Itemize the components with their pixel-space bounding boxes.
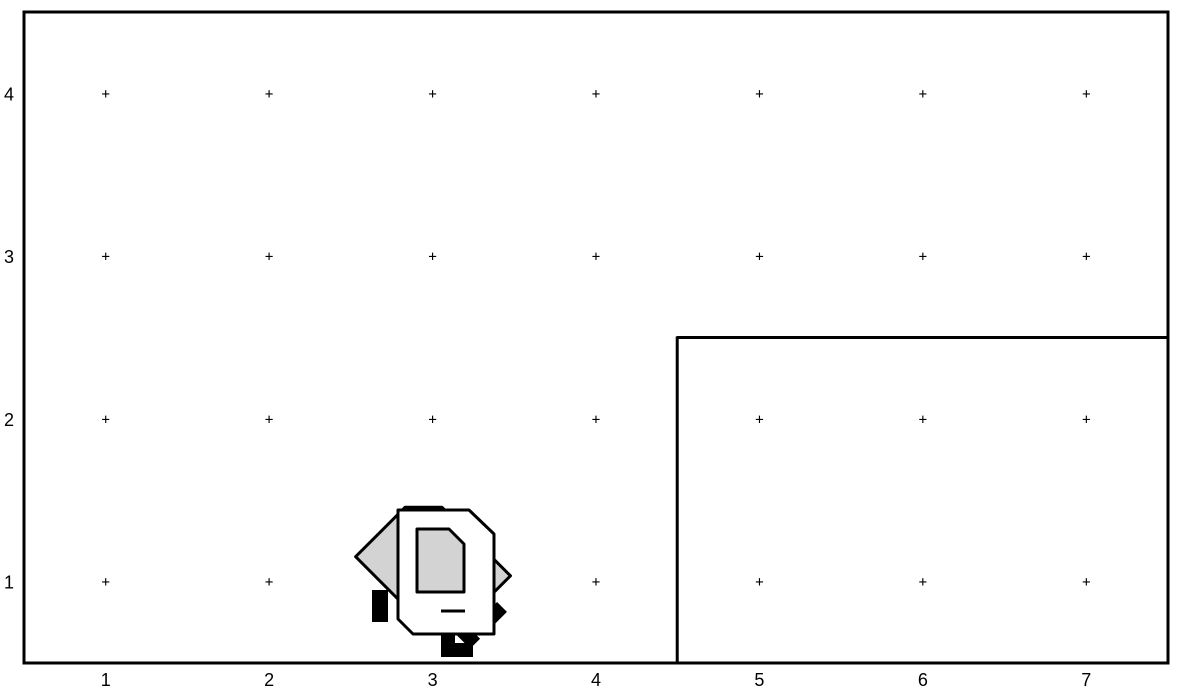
x-axis-label: 7 bbox=[1081, 670, 1091, 690]
corner-marker: + bbox=[755, 249, 763, 265]
corner-marker: + bbox=[592, 575, 600, 591]
corner-marker: + bbox=[101, 412, 109, 428]
corner-marker: + bbox=[101, 86, 109, 102]
corner-marker: + bbox=[428, 249, 436, 265]
x-axis-label: 6 bbox=[918, 670, 928, 690]
corner-marker: + bbox=[592, 86, 600, 102]
corner-marker: + bbox=[592, 412, 600, 428]
x-axis-label: 1 bbox=[101, 670, 111, 690]
corner-marker: + bbox=[919, 575, 927, 591]
corner-marker: + bbox=[265, 86, 273, 102]
corner-marker: + bbox=[101, 575, 109, 591]
corner-marker: + bbox=[755, 412, 763, 428]
x-axis-label: 4 bbox=[591, 670, 601, 690]
corner-marker: + bbox=[428, 86, 436, 102]
corner-marker: + bbox=[755, 575, 763, 591]
x-axis-label: 5 bbox=[754, 670, 764, 690]
corner-marker: + bbox=[1082, 575, 1090, 591]
robot-screen bbox=[415, 527, 466, 594]
corner-marker: + bbox=[1082, 249, 1090, 265]
y-axis-label: 2 bbox=[4, 410, 14, 430]
corner-marker: + bbox=[1082, 86, 1090, 102]
corner-marker: + bbox=[592, 249, 600, 265]
x-axis-labels: 1 2 3 4 5 6 7 bbox=[101, 670, 1092, 690]
y-axis-label: 3 bbox=[4, 247, 14, 267]
corner-marker: + bbox=[428, 412, 436, 428]
corner-marker: + bbox=[101, 249, 109, 265]
corner-marker: + bbox=[265, 412, 273, 428]
x-axis-label: 2 bbox=[264, 670, 274, 690]
corner-marker: + bbox=[1082, 412, 1090, 428]
walls-layer bbox=[675, 336, 1168, 663]
y-axis-label: 4 bbox=[4, 84, 14, 104]
corner-marker: + bbox=[755, 86, 763, 102]
y-axis-label: 1 bbox=[4, 573, 14, 593]
corner-marker: + bbox=[919, 86, 927, 102]
x-axis-label: 3 bbox=[428, 670, 438, 690]
corner-marker: + bbox=[265, 575, 273, 591]
y-axis-labels: 1 2 3 4 bbox=[4, 84, 14, 592]
corner-marker: + bbox=[265, 249, 273, 265]
karel-robot-icon bbox=[354, 505, 512, 657]
karel-robot-main-icon bbox=[372, 508, 496, 657]
corner-marker: + bbox=[919, 412, 927, 428]
corner-marker: + bbox=[919, 249, 927, 265]
